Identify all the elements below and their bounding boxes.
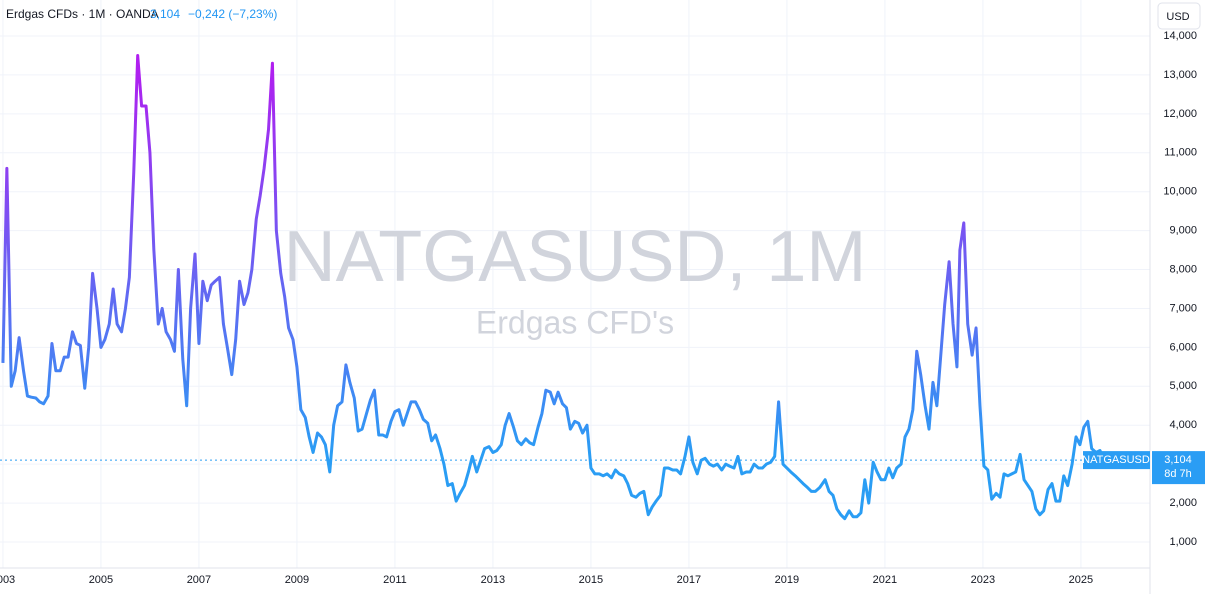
currency-button[interactable] [1157,2,1201,30]
y-tick-label: 12,000 [1163,108,1197,120]
y-tick-label: 9,000 [1169,225,1197,237]
y-tick-label: 13,000 [1163,69,1197,81]
y-tick-label: 4,000 [1169,419,1197,431]
y-tick-label: 2,000 [1169,497,1197,509]
header-change: −0,242 (−7,23%) [188,7,277,21]
y-tick-label: 1,000 [1169,536,1197,548]
watermark: NATGASUSD, 1M [284,217,867,297]
y-tick-label: 10,000 [1163,186,1197,198]
watermark-subtitle: Erdgas CFD's [476,304,674,340]
axes: 1,0002,0003,0004,0005,0006,0007,0008,000… [0,30,1197,586]
symbol-tag-bg [1083,451,1150,470]
y-tick-label: 8,000 [1169,263,1197,275]
x-tick-label: 2007 [187,574,211,586]
header-price: 3,104 [150,7,180,21]
x-tick-label: 2021 [873,574,897,586]
grid [0,0,1150,568]
plot [0,53,1150,521]
y-tick-label: 6,000 [1169,341,1197,353]
x-tick-label: 2009 [285,574,309,586]
x-tick-label: 2017 [677,574,701,586]
symbol-tag: NATGASUSD [1082,454,1150,466]
price-line [1,53,1106,521]
header-title: Erdgas CFDs · 1M · OANDA [6,7,159,21]
x-tick-label: 2011 [383,574,407,586]
currency-label[interactable]: USD [1166,11,1189,23]
x-tick-label: 2013 [481,574,505,586]
y-tick-label: 11,000 [1164,147,1197,159]
price-tag: 3,104 [1164,454,1192,466]
x-tick-label: 2005 [89,574,113,586]
y-tick-label: 5,000 [1169,380,1197,392]
price-tag-bg [1152,451,1205,485]
countdown: 8d 7h [1164,468,1192,480]
x-tick-label: 2015 [579,574,603,586]
x-tick-label: 2023 [971,574,995,586]
y-tick-label: 14,000 [1163,30,1197,42]
x-tick-label: 2003 [0,574,15,586]
y-tick-label: 7,000 [1169,302,1197,314]
x-tick-label: 2025 [1069,574,1093,586]
x-tick-label: 2019 [775,574,799,586]
